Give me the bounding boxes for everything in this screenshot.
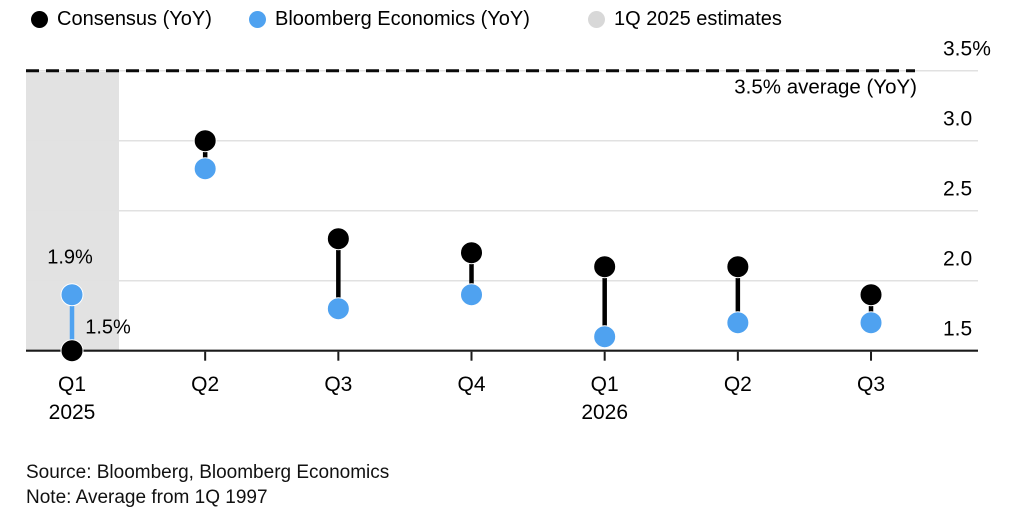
- legend-item-estimates: 1Q 2025 estimates: [588, 6, 782, 32]
- consensus-point: [460, 241, 484, 265]
- consensus-point: [593, 255, 617, 279]
- point-value-label: 1.5%: [85, 317, 131, 339]
- x-tick-label: Q1: [58, 373, 86, 396]
- legend: Consensus (YoY) Bloomberg Economics (YoY…: [0, 6, 1024, 32]
- consensus-point: [193, 129, 217, 153]
- y-tick-label: 3.0: [943, 108, 972, 131]
- consensus-point: [326, 227, 350, 251]
- bloomberg-point: [193, 157, 217, 181]
- consensus-dot-icon: [31, 10, 48, 28]
- legend-item-consensus: Consensus (YoY): [31, 6, 212, 32]
- chart-canvas: 3.5% average (YoY) 1.9% 1.5% Q1 2025 Q2 Q3 Q4 Q1…: [26, 38, 991, 424]
- method-note: Note: Average from 1Q 1997: [26, 487, 268, 508]
- consensus-point: [60, 339, 84, 363]
- bloomberg-point: [859, 311, 883, 335]
- year-label: 2025: [49, 401, 96, 424]
- bloomberg-point: [726, 311, 750, 335]
- source-note: Source: Bloomberg, Bloomberg Economics: [26, 462, 390, 483]
- legend-label-estimates: 1Q 2025 estimates: [614, 8, 782, 30]
- bloomberg-point: [593, 325, 617, 349]
- year-label: 2026: [581, 401, 628, 424]
- y-tick-label: 1.5: [943, 318, 972, 341]
- point-value-label: 1.9%: [47, 247, 93, 269]
- x-tick-label: Q3: [324, 373, 352, 396]
- x-tick-label: Q3: [857, 373, 885, 396]
- x-tick-label: Q1: [591, 373, 619, 396]
- y-tick-label: 2.0: [943, 248, 972, 271]
- y-tick-label: 3.5%: [943, 38, 991, 61]
- x-tick-label: Q4: [458, 373, 486, 396]
- bloomberg-economics-dot-icon: [249, 10, 266, 28]
- legend-item-bloomberg-economics: Bloomberg Economics (YoY): [249, 6, 530, 32]
- legend-label-consensus: Consensus (YoY): [57, 8, 212, 30]
- bloomberg-point: [460, 283, 484, 307]
- consensus-point: [726, 255, 750, 279]
- bloomberg-point: [60, 283, 84, 307]
- estimates-dot-icon: [588, 10, 605, 28]
- bloomberg-point: [326, 297, 350, 321]
- consensus-point: [859, 283, 883, 307]
- chart-footer: Source: Bloomberg, Bloomberg Economics N…: [26, 460, 389, 510]
- x-tick-label: Q2: [724, 373, 752, 396]
- legend-label-bloomberg-economics: Bloomberg Economics (YoY): [275, 8, 530, 30]
- x-tick-label: Q2: [191, 373, 219, 396]
- y-tick-label: 2.5: [943, 178, 972, 201]
- average-line-label: 3.5% average (YoY): [734, 76, 917, 99]
